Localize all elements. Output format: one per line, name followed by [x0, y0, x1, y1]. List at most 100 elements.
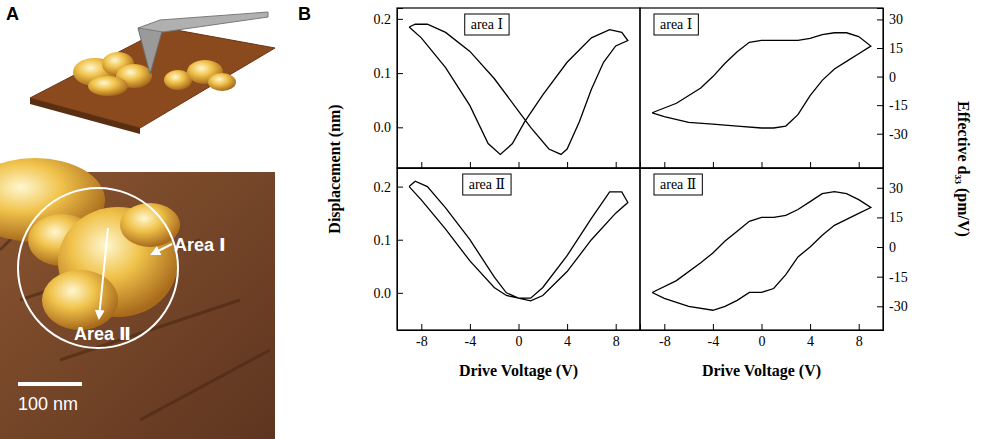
figure: Area ⅠArea Ⅱ100 nmAB0.00.10.2area ⅠDispl…	[0, 0, 985, 439]
afm-grain	[42, 270, 118, 330]
tick-mark	[421, 162, 422, 168]
axis-title: Effective d₃₃ (pm/V)	[954, 101, 972, 237]
tick-mark	[397, 293, 403, 294]
data-line	[409, 181, 628, 301]
plot-area	[409, 24, 628, 154]
tick-mark	[877, 188, 883, 189]
afm-3d-grain	[208, 73, 236, 91]
axis-title: Drive Voltage (V)	[702, 362, 821, 380]
tick-mark	[877, 277, 883, 278]
tick-label: 0.2	[374, 180, 392, 195]
y-tick: 15	[877, 210, 903, 225]
y-tick: 0.0	[374, 120, 404, 135]
tick-mark	[421, 324, 422, 330]
tick-mark	[713, 162, 714, 168]
tick-label: 0	[889, 240, 896, 255]
x-tick	[713, 162, 714, 168]
tick-mark	[567, 324, 568, 330]
tick-mark	[397, 240, 403, 241]
tick-mark	[713, 324, 714, 330]
data-line	[409, 24, 628, 154]
panel-label: B	[298, 4, 311, 24]
y-tick: -30	[877, 299, 908, 314]
y-tick: 30	[877, 12, 903, 27]
x-tick	[567, 162, 568, 168]
arrow	[152, 244, 172, 254]
tick-mark	[810, 162, 811, 168]
afm-grain	[120, 203, 180, 247]
axis-line	[877, 9, 884, 169]
x-tick	[470, 162, 471, 168]
x-tick	[519, 162, 520, 168]
x-tick: -4	[465, 324, 477, 349]
plot-frame	[640, 8, 883, 168]
tick-label: -30	[889, 299, 908, 314]
afm-3d-edge	[30, 98, 140, 134]
x-tick: -4	[708, 324, 720, 349]
y-tick: 15	[877, 41, 903, 56]
tick-label: 8	[613, 334, 620, 349]
data-line	[652, 192, 871, 311]
x-tick	[859, 162, 860, 168]
x-tick: -8	[659, 324, 671, 349]
axis-line	[641, 324, 884, 331]
axis-line	[398, 169, 404, 331]
x-tick	[810, 162, 811, 168]
title-box	[465, 14, 509, 35]
chart: -8 -4 0 4 8 0.00.10.2 area Ⅱ Drive Voltage (V)	[374, 168, 641, 380]
tick-label: -8	[416, 334, 428, 349]
y-axis: -30-1501530	[877, 9, 908, 169]
axis-title: Displacement (nm)	[326, 104, 344, 233]
tick-mark	[877, 105, 883, 106]
panel-title: area Ⅱ	[660, 177, 696, 192]
plot-frame	[397, 8, 640, 168]
y-tick: 0.0	[374, 286, 404, 301]
tick-mark	[877, 77, 883, 78]
y-tick: 0.2	[374, 12, 404, 27]
x-tick: 0	[759, 324, 766, 349]
plot-frame	[397, 168, 640, 330]
tick-label: 0	[889, 70, 896, 85]
tick-mark	[762, 324, 763, 330]
afm-image	[0, 172, 275, 439]
chart: 0.0 0.1 0.2 area Ⅰ Displacement (nm)	[326, 8, 641, 234]
axis-title: Drive Voltage (V)	[459, 362, 578, 380]
panel-title: area Ⅱ	[469, 177, 505, 192]
panel-title: area Ⅰ	[471, 17, 503, 32]
tick-label: 0.1	[374, 66, 392, 81]
x-tick: 8	[856, 324, 863, 349]
axis-line	[877, 169, 884, 331]
tick-label: -15	[889, 270, 908, 285]
tick-mark	[616, 162, 617, 168]
tick-label: -30	[889, 127, 908, 142]
tick-mark	[877, 247, 883, 248]
tick-label: 30	[889, 181, 903, 196]
afm-tip	[138, 28, 163, 74]
tick-mark	[877, 217, 883, 218]
y-tick: 30	[877, 181, 903, 196]
tick-label: 0	[759, 334, 766, 349]
y-tick: 0	[877, 240, 896, 255]
tick-mark	[877, 19, 883, 20]
tick-mark	[397, 73, 403, 74]
x-tick: -8	[416, 324, 428, 349]
tick-label: 4	[807, 334, 814, 349]
y-tick: 0	[877, 70, 896, 85]
tick-label: 0	[516, 334, 523, 349]
area-circle	[18, 188, 178, 348]
tick-label: -4	[708, 334, 720, 349]
tick-mark	[664, 324, 665, 330]
y-tick: 0.1	[374, 66, 404, 81]
y-tick: 0.2	[374, 180, 404, 195]
tick-label: 4	[564, 334, 571, 349]
plot-frame	[640, 168, 883, 330]
tick-mark	[397, 19, 403, 20]
tick-label: -4	[465, 334, 477, 349]
x-tick: 4	[564, 324, 571, 349]
afm-cantilever	[138, 12, 268, 32]
plot-area	[652, 33, 871, 128]
chart: -8 -4 0 4 8 -30 -15 0 15 30 area Ⅱ Drive Voltage (V…	[640, 168, 908, 380]
scale-bar	[18, 382, 82, 386]
y-axis: 0.00.10.2	[374, 169, 404, 331]
panel-title: area Ⅰ	[660, 17, 692, 32]
